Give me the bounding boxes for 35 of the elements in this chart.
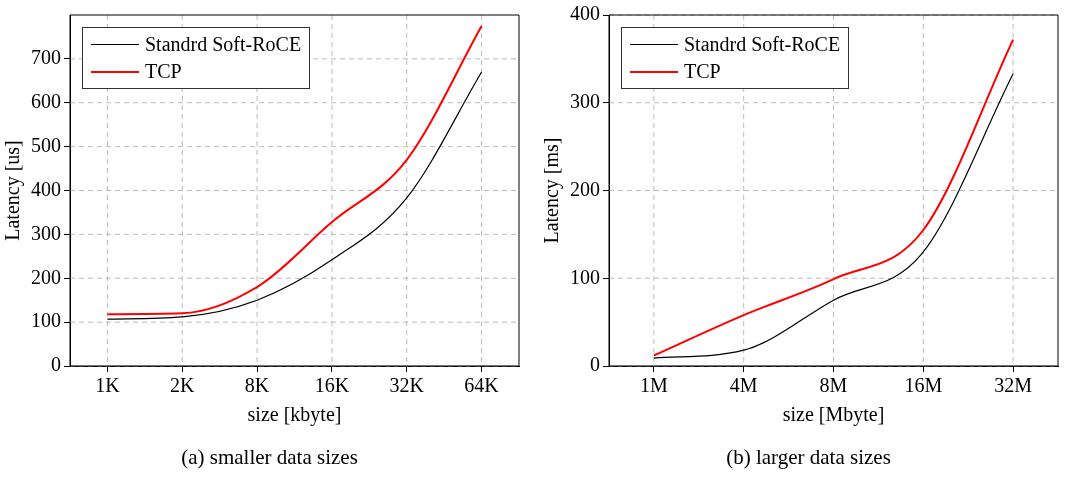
x-tick-label: 8M: [819, 374, 848, 397]
y-axis-title: Latency [ms]: [540, 137, 564, 244]
x-axis-title: size [kbyte]: [247, 403, 342, 427]
y-tick-label: 0: [51, 353, 61, 376]
y-tick-label: 400: [31, 177, 61, 200]
y-tick-label: 600: [31, 90, 61, 112]
x-tick-label: 16K: [314, 374, 350, 397]
text: (b) larger data sizes: [725, 445, 892, 470]
x-tick-label: 64K: [464, 374, 500, 397]
legend-label: TCP: [145, 60, 182, 83]
y-tick-label: 300: [570, 90, 600, 112]
y-axis-title: Latency [us]: [1, 140, 25, 241]
x-tick-label: 2K: [170, 374, 196, 397]
legend-label: TCP: [684, 60, 721, 83]
x-tick-label: 1M: [640, 374, 668, 397]
x-tick-label: 16M: [904, 374, 943, 397]
y-tick-label: 400: [570, 2, 600, 25]
y-tick-label: 500: [31, 133, 61, 156]
y-tick-label: 200: [570, 177, 600, 200]
x-tick-label: 32K: [389, 374, 425, 397]
x-tick-label: 8K: [244, 374, 270, 397]
x-tick-label: 32M: [994, 374, 1033, 397]
legend-label: Standrd Soft-RoCE: [684, 33, 841, 56]
y-tick-label: 300: [31, 221, 61, 244]
y-tick-label: 700: [31, 46, 61, 69]
x-tick-label: 1K: [95, 374, 121, 397]
y-tick-label: 100: [570, 265, 600, 288]
text: (a) smaller data sizes: [180, 445, 359, 470]
y-tick-label: 0: [590, 353, 600, 376]
x-axis-title: size [Mbyte]: [782, 403, 885, 427]
y-tick-label: 200: [31, 265, 61, 288]
x-tick-label: 4M: [729, 374, 758, 397]
legend-label: Standrd Soft-RoCE: [145, 33, 302, 56]
y-tick-label: 100: [31, 309, 61, 332]
line-series: [106, 24, 483, 316]
